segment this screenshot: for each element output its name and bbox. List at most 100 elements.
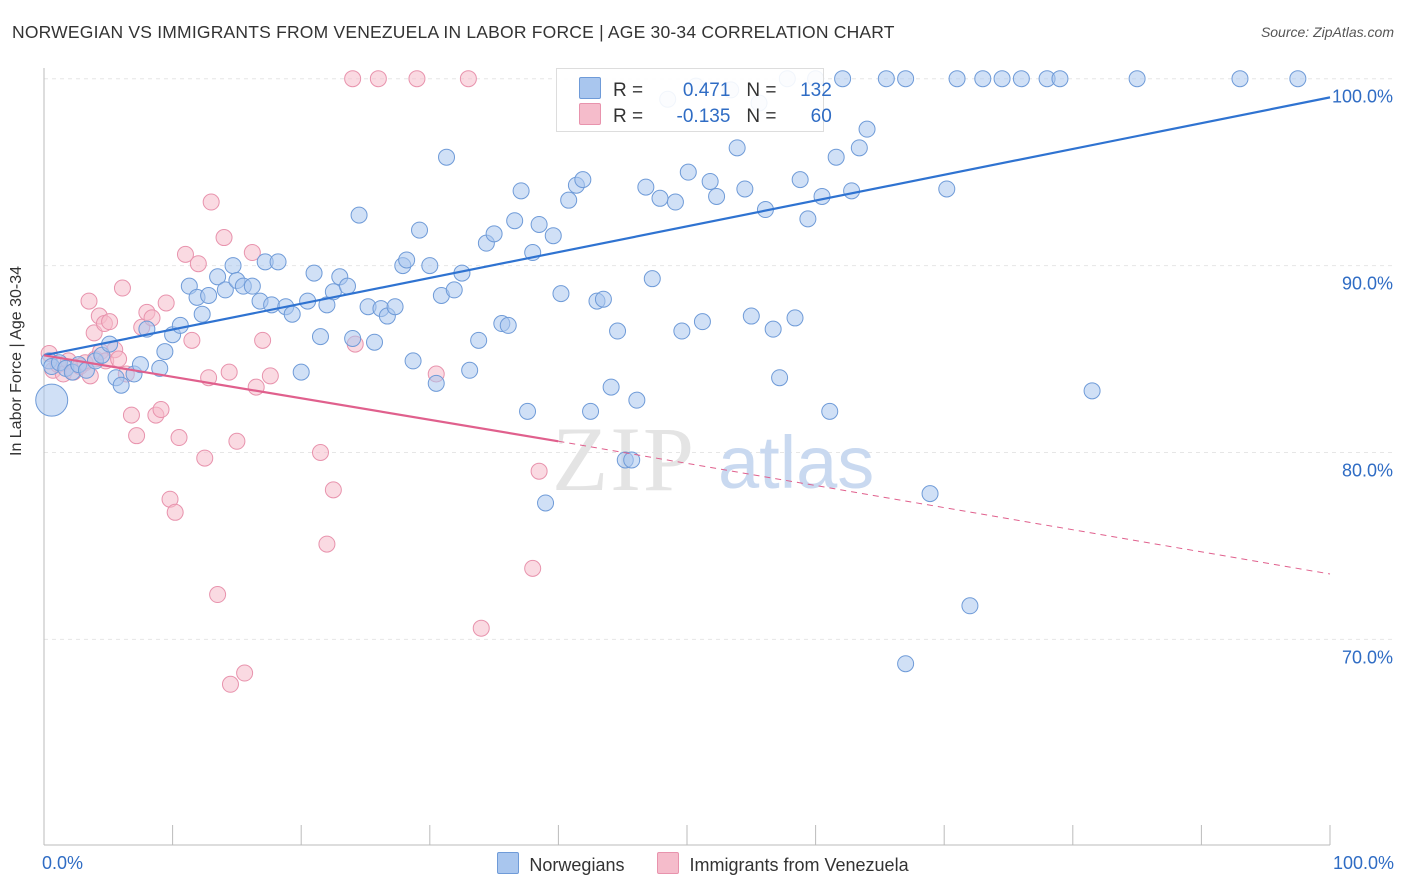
norwegian-point	[813, 187, 831, 205]
blue-swatch	[497, 852, 520, 874]
norwegian-point	[404, 352, 422, 370]
norwegian-point	[156, 343, 174, 361]
series-legend: Norwegians Immigrants from Venezuela	[0, 852, 1406, 876]
venezuela-point	[170, 429, 188, 447]
norwegian-point	[728, 139, 746, 157]
pink-swatch	[657, 852, 680, 874]
venezuela-point	[261, 367, 279, 385]
norwegian-point	[344, 329, 362, 347]
norwegian-point	[350, 206, 368, 224]
norwegian-point	[877, 70, 895, 88]
venezuela-point	[152, 401, 170, 419]
norwegian-point	[850, 139, 868, 157]
correlation-legend: R = 0.471 N = 132 R = -0.135 N = 60	[556, 68, 832, 132]
venezuela-point	[128, 427, 146, 445]
legend-row-norwegians: R = 0.471 N = 132	[579, 77, 832, 101]
norwegian-point	[594, 290, 612, 308]
norwegian-point	[366, 333, 384, 351]
norwegian-point	[643, 270, 661, 288]
norwegian-point	[609, 322, 627, 340]
venezuela-point	[183, 331, 201, 349]
venezuela-point	[318, 535, 336, 553]
norwegian-point	[921, 485, 939, 503]
venezuela-point	[113, 279, 131, 297]
legend-row-venezuela: R = -0.135 N = 60	[579, 103, 832, 127]
y-tick-labels: 70.0% 80.0% 90.0% 100.0%	[1332, 87, 1393, 668]
norwegian-point	[311, 328, 329, 346]
norwegian-point	[283, 305, 301, 323]
chart-title: NORWEGIAN VS IMMIGRANTS FROM VENEZUELA I…	[12, 22, 895, 42]
venezuela-point	[166, 503, 184, 521]
legend-label: Immigrants from Venezuela	[689, 855, 909, 875]
legend-item-venezuela: Immigrants from Venezuela	[657, 852, 909, 876]
norwegian-point	[1289, 70, 1307, 88]
norwegian-point	[666, 193, 684, 211]
y-tick-label: 90.0%	[1342, 274, 1393, 294]
venezuela-point	[101, 313, 119, 331]
norwegian-point	[821, 402, 839, 420]
norwegian-point	[673, 322, 691, 340]
norwegian-point	[461, 361, 479, 379]
venezuela-point	[472, 619, 490, 637]
venezuela-points	[40, 70, 548, 693]
norwegian-point	[786, 309, 804, 327]
norwegian-point	[582, 402, 600, 420]
norwegian-point	[1012, 70, 1030, 88]
norwegian-point	[243, 277, 261, 295]
norwegian-point	[338, 277, 356, 295]
norwegian-point	[843, 182, 861, 200]
venezuela-point	[530, 462, 548, 480]
norwegian-point	[512, 182, 530, 200]
n-value: 132	[800, 80, 832, 101]
norwegian-point	[771, 369, 789, 387]
norwegian-point	[708, 187, 726, 205]
norwegian-point	[398, 251, 416, 269]
norwegian-point	[470, 331, 488, 349]
norwegian-point	[628, 391, 646, 409]
norwegian-point	[485, 225, 503, 243]
venezuela-point	[209, 586, 227, 604]
norwegian-point	[151, 359, 169, 377]
norwegian-points	[35, 70, 1307, 673]
venezuela-point	[228, 432, 246, 450]
norwegian-point	[544, 227, 562, 245]
axes	[43, 68, 1331, 846]
gridlines	[44, 78, 1392, 640]
norwegian-point	[938, 180, 956, 198]
norwegian-point	[742, 307, 760, 325]
norwegian-point	[519, 402, 537, 420]
norwegian-point	[193, 305, 211, 323]
r-label: R =	[613, 106, 644, 127]
venezuela-point	[157, 294, 175, 312]
venezuela-point	[459, 70, 477, 88]
norwegian-point	[292, 363, 310, 381]
watermark-atlas: atlas	[718, 421, 874, 504]
venezuela-trend-line-extension	[558, 440, 1331, 575]
venezuela-point	[80, 292, 98, 310]
norwegian-point	[445, 281, 463, 299]
norwegian-point	[305, 264, 323, 282]
norwegian-point	[993, 70, 1011, 88]
norwegian-point	[948, 70, 966, 88]
norwegian-point	[269, 253, 287, 271]
r-label: R =	[613, 80, 644, 101]
venezuela-point	[202, 193, 220, 211]
norwegian-point	[791, 171, 809, 189]
norwegian-point	[1083, 382, 1101, 400]
n-value: 60	[810, 106, 832, 127]
norwegian-point	[1051, 70, 1069, 88]
norwegian-point	[897, 655, 915, 673]
source-label: Source: ZipAtlas.com	[1260, 24, 1394, 40]
norwegian-point	[602, 378, 620, 396]
venezuela-point	[236, 664, 254, 682]
venezuela-point	[324, 481, 342, 499]
norwegian-point	[637, 178, 655, 196]
norwegian-point	[897, 70, 915, 88]
norwegian-point	[623, 451, 641, 469]
venezuela-point	[344, 70, 362, 88]
venezuela-point	[243, 244, 261, 262]
norwegian-point	[961, 597, 979, 615]
norwegian-point	[171, 316, 189, 334]
venezuela-trend-line	[43, 354, 559, 443]
